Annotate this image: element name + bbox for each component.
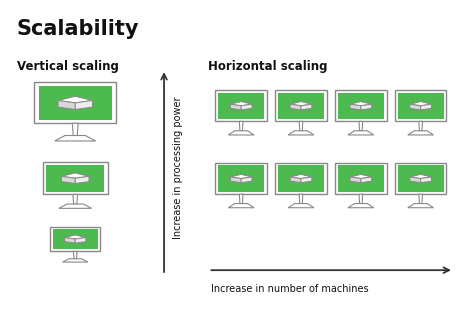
- Polygon shape: [299, 194, 303, 204]
- Polygon shape: [59, 204, 92, 208]
- FancyBboxPatch shape: [216, 90, 267, 121]
- FancyBboxPatch shape: [46, 165, 105, 192]
- Polygon shape: [290, 177, 301, 183]
- Polygon shape: [408, 131, 434, 135]
- FancyBboxPatch shape: [219, 165, 264, 192]
- Polygon shape: [350, 177, 361, 183]
- FancyBboxPatch shape: [50, 227, 100, 251]
- Polygon shape: [408, 204, 434, 208]
- Polygon shape: [239, 194, 243, 204]
- Polygon shape: [62, 259, 88, 262]
- Polygon shape: [230, 177, 241, 183]
- Polygon shape: [230, 175, 252, 178]
- Polygon shape: [348, 131, 374, 135]
- Polygon shape: [419, 121, 422, 131]
- Polygon shape: [419, 194, 422, 204]
- Polygon shape: [75, 238, 86, 243]
- Polygon shape: [350, 175, 372, 178]
- FancyBboxPatch shape: [53, 229, 98, 250]
- Polygon shape: [359, 121, 363, 131]
- FancyBboxPatch shape: [278, 92, 324, 119]
- Polygon shape: [228, 204, 254, 208]
- Polygon shape: [350, 104, 361, 110]
- Polygon shape: [348, 204, 374, 208]
- FancyBboxPatch shape: [278, 165, 324, 192]
- Polygon shape: [410, 175, 431, 178]
- FancyBboxPatch shape: [39, 86, 112, 120]
- Polygon shape: [350, 101, 372, 106]
- Polygon shape: [228, 131, 254, 135]
- Polygon shape: [241, 104, 252, 110]
- Polygon shape: [359, 194, 363, 204]
- FancyBboxPatch shape: [216, 163, 267, 194]
- Polygon shape: [301, 104, 312, 110]
- FancyBboxPatch shape: [395, 90, 447, 121]
- Polygon shape: [301, 177, 312, 183]
- Polygon shape: [290, 104, 301, 110]
- Polygon shape: [288, 131, 314, 135]
- FancyBboxPatch shape: [35, 82, 116, 123]
- Polygon shape: [290, 101, 312, 106]
- Polygon shape: [58, 100, 75, 109]
- Polygon shape: [72, 123, 78, 136]
- Text: Vertical scaling: Vertical scaling: [17, 60, 119, 73]
- Text: Increase in processing power: Increase in processing power: [174, 96, 184, 239]
- FancyBboxPatch shape: [335, 163, 386, 194]
- Polygon shape: [73, 251, 77, 259]
- FancyBboxPatch shape: [395, 163, 447, 194]
- Polygon shape: [361, 104, 372, 110]
- Polygon shape: [230, 101, 252, 106]
- Text: Horizontal scaling: Horizontal scaling: [209, 60, 328, 73]
- Polygon shape: [73, 194, 78, 204]
- FancyBboxPatch shape: [275, 163, 327, 194]
- FancyBboxPatch shape: [398, 165, 444, 192]
- Polygon shape: [55, 136, 96, 141]
- FancyBboxPatch shape: [398, 92, 444, 119]
- FancyBboxPatch shape: [338, 165, 384, 192]
- Polygon shape: [420, 104, 431, 110]
- Polygon shape: [65, 235, 86, 239]
- Polygon shape: [299, 121, 303, 131]
- FancyBboxPatch shape: [43, 162, 108, 194]
- Polygon shape: [410, 177, 420, 183]
- Polygon shape: [61, 176, 75, 184]
- Polygon shape: [230, 104, 241, 110]
- FancyBboxPatch shape: [338, 92, 384, 119]
- FancyBboxPatch shape: [219, 92, 264, 119]
- Polygon shape: [75, 176, 89, 184]
- Polygon shape: [61, 173, 89, 178]
- Polygon shape: [241, 177, 252, 183]
- Polygon shape: [361, 177, 372, 183]
- Polygon shape: [75, 100, 92, 109]
- FancyBboxPatch shape: [275, 90, 327, 121]
- Polygon shape: [239, 121, 243, 131]
- FancyBboxPatch shape: [335, 90, 386, 121]
- Polygon shape: [65, 238, 75, 243]
- Polygon shape: [410, 104, 420, 110]
- Text: Scalability: Scalability: [17, 19, 140, 39]
- Polygon shape: [410, 101, 431, 106]
- Polygon shape: [420, 177, 431, 183]
- Polygon shape: [290, 175, 312, 178]
- Polygon shape: [288, 204, 314, 208]
- Polygon shape: [58, 96, 92, 103]
- Text: Increase in number of machines: Increase in number of machines: [211, 284, 368, 294]
